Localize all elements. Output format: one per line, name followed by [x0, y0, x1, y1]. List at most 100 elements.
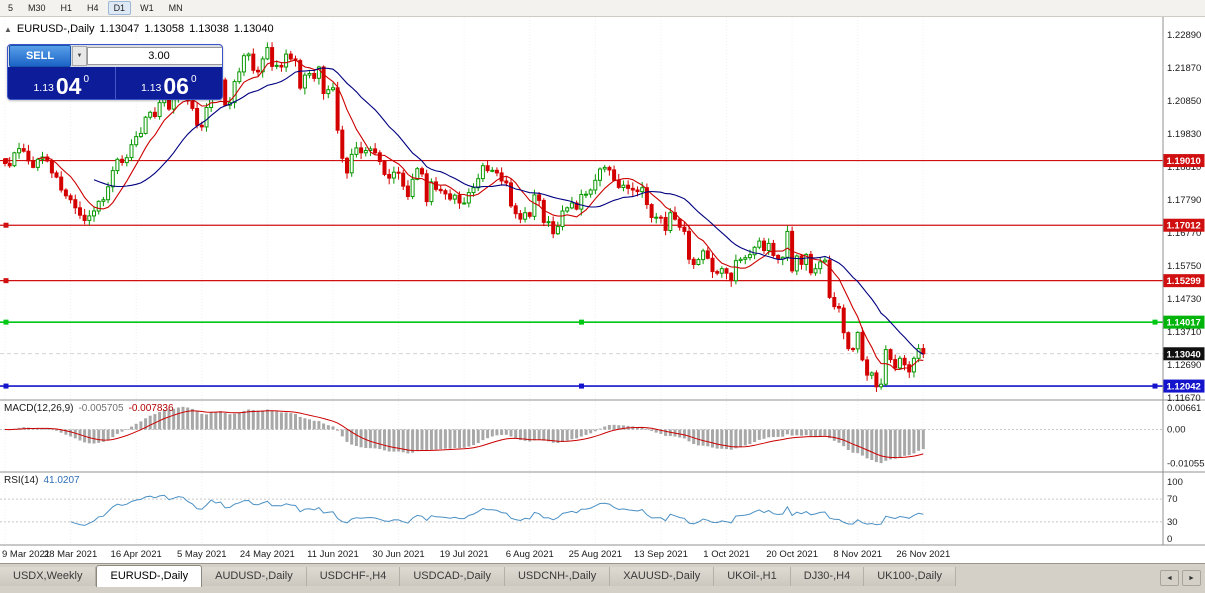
price-tag-label: 1.15299: [1167, 276, 1201, 287]
bid-prefix: 1.13: [33, 82, 54, 94]
timeframe-button-h1[interactable]: H1: [60, 3, 73, 13]
price-tag: [1163, 154, 1205, 168]
hline-handle[interactable]: [579, 383, 584, 389]
volume-input[interactable]: [87, 47, 222, 65]
bid-big-digits: 04: [55, 73, 82, 99]
macd-tick-label: -0.01055: [1167, 459, 1205, 470]
price-tag-label: 1.13040: [1167, 349, 1201, 360]
volume-control: ▼ ▲ ▼: [72, 46, 222, 66]
timeframe-button-m30[interactable]: M30: [28, 3, 46, 13]
chart-tabs: USDX,Weekly EURUSD-,Daily AUDUSD-,Daily USD…: [0, 565, 1153, 587]
chart-tab-usdcad-daily[interactable]: USDCAD-,Daily: [400, 567, 505, 586]
ma-8-line: [37, 59, 924, 371]
bid-ask-divider: [114, 67, 116, 99]
rsi-tick-label: 0: [1167, 534, 1172, 545]
date-label: 8 Nov 2021: [833, 549, 882, 560]
chart-tab-xauusd-daily[interactable]: XAUUSD-,Daily: [610, 567, 715, 586]
tab-scroll-controls: ◄ ►: [1160, 570, 1201, 586]
hline-handle[interactable]: [3, 319, 9, 325]
chart-tab-usdx-weekly[interactable]: USDX,Weekly: [0, 567, 97, 586]
chart-tab-usdcnh-daily[interactable]: USDCNH-,Daily: [504, 567, 611, 586]
trade-controls-row: SELL ▼ ▲ ▼ BUY: [8, 45, 222, 67]
bid-pipette: 0: [83, 74, 90, 85]
date-label: 16 Apr 2021: [111, 549, 162, 560]
volume-dropdown-icon[interactable]: ▼: [72, 46, 87, 66]
ask-big-digits: 06: [163, 73, 189, 99]
price-tick-label: 1.16770: [1167, 228, 1201, 239]
price-tag: [1163, 379, 1205, 393]
timeframe-button-d1[interactable]: D1: [107, 1, 132, 15]
hline-handle[interactable]: [3, 222, 9, 228]
hline-handle[interactable]: [1152, 319, 1158, 325]
macd-signal-line: [4, 410, 924, 459]
chart-tab-dj30-h4[interactable]: DJ30-,H4: [790, 567, 865, 586]
price-tag-label: 1.17012: [1167, 221, 1201, 232]
date-label: 26 Nov 2021: [896, 549, 950, 560]
price-tag-label: 1.19010: [1167, 156, 1201, 167]
price-tick-label: 1.22890: [1167, 30, 1201, 41]
chart-tab-bar: USDX,Weekly EURUSD-,Daily AUDUSD-,Daily USD…: [0, 563, 1205, 593]
ask-pipette: 0: [190, 74, 197, 85]
ask-prefix: 1.13: [140, 82, 162, 94]
bid-price: 1.13 04 0: [8, 67, 115, 99]
hline-handle[interactable]: [1152, 383, 1158, 389]
date-label: 1 Oct 2021: [703, 549, 749, 560]
price-tag-label: 1.14017: [1167, 318, 1201, 329]
chart-tab-ukoil-h1[interactable]: UKOil-,H1: [714, 567, 791, 586]
price-tick-label: 1.17790: [1167, 195, 1201, 206]
chart-tab-usdchf-h4[interactable]: USDCHF-,H4: [306, 567, 401, 586]
bid-ask-display: 1.13 04 0 1.13 06 0: [8, 67, 222, 99]
rsi-tick-label: 100: [1167, 477, 1183, 488]
timeframe-button-h4[interactable]: H4: [87, 3, 99, 13]
sell-button[interactable]: SELL: [9, 45, 71, 67]
price-tick-label: 1.13710: [1167, 327, 1201, 338]
hline-handle[interactable]: [3, 278, 9, 284]
price-tick-label: 1.14730: [1167, 294, 1201, 305]
chart-canvas[interactable]: 1.22890 1.21870 1.20850 1.19830 1.18810 1.177…: [0, 17, 1205, 563]
date-label: 20 Oct 2021: [766, 549, 818, 560]
date-label: 11 Jun 2021: [307, 549, 359, 560]
price-tick-label: 1.12690: [1167, 360, 1201, 371]
macd-tick-label: 0.00661: [1167, 403, 1201, 414]
price-tick-label: 1.15750: [1167, 261, 1201, 272]
timeframe-button-w1[interactable]: W1: [140, 3, 154, 13]
rsi-line: [70, 494, 924, 526]
timeframe-button-5[interactable]: 5: [8, 3, 14, 13]
price-tag-label: 1.12042: [1167, 382, 1201, 393]
one-click-toggle-icon[interactable]: ▲: [4, 24, 12, 34]
price-tick-label: 1.11670: [1167, 393, 1201, 404]
price-tag: [1163, 218, 1205, 232]
price-tick-label: 1.21870: [1167, 63, 1201, 74]
date-label: 25 Aug 2021: [569, 549, 622, 560]
tabs-scroll-left-button[interactable]: ◄: [1160, 570, 1179, 586]
macd-histogram: [3, 406, 925, 464]
date-label: 30 Jun 2021: [372, 549, 424, 560]
tabs-scroll-right-button[interactable]: ►: [1182, 570, 1201, 586]
price-tick-label: 1.18810: [1167, 162, 1201, 173]
date-label: 13 Sep 2021: [634, 549, 688, 560]
timeframe-button-mn[interactable]: MN: [168, 3, 183, 13]
date-label: 19 Jul 2021: [440, 549, 489, 560]
ask-price: 1.13 06 0: [116, 67, 223, 99]
price-tag: [1163, 274, 1205, 288]
date-label: 9 Mar 2021: [2, 549, 50, 560]
hline-handle[interactable]: [3, 383, 9, 389]
one-click-trading-panel: SELL ▼ ▲ ▼ BUY 1.13 04 0 1.13 06 0: [7, 44, 223, 100]
ma-20-line: [93, 67, 924, 355]
price-tag: [1163, 347, 1205, 361]
macd-tick-label: 0.00: [1167, 425, 1186, 436]
rsi-tick-label: 30: [1167, 517, 1178, 528]
chart-tab-eurusd-daily[interactable]: EURUSD-,Daily: [96, 565, 203, 587]
price-tick-label: 1.19830: [1167, 129, 1201, 140]
rsi-tick-label: 70: [1167, 494, 1178, 505]
chart-tab-audusd-daily[interactable]: AUDUSD-,Daily: [202, 567, 307, 586]
price-tick-label: 1.20850: [1167, 96, 1201, 107]
date-label: 28 Mar 2021: [44, 549, 97, 560]
price-tag: [1163, 315, 1205, 329]
timeframe-toolbar: 5 M30 H1 H4 D1 W1 MN: [0, 0, 1205, 17]
date-label: 5 May 2021: [177, 549, 227, 560]
hline-handle[interactable]: [579, 319, 584, 325]
chart-tab-uk100-daily[interactable]: UK100-,Daily: [864, 567, 957, 586]
date-label: 6 Aug 2021: [506, 549, 554, 560]
